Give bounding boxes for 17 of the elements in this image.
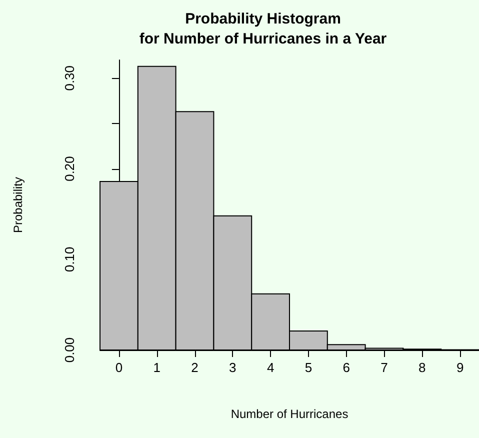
x-tick-label: 5 (304, 360, 312, 375)
x-tick-label: 8 (418, 360, 426, 375)
y-tick-label: 0.20 (62, 156, 77, 182)
x-tick-label: 3 (229, 360, 236, 375)
x-tick-label: 1 (153, 360, 160, 375)
chart-title: Probability Histogram for Number of Hurricanes in a Year (139, 10, 387, 48)
x-axis-title: Number of Hurricanes (230, 407, 348, 421)
y-tick-label: 0.10 (62, 246, 77, 272)
x-tick-label: 2 (191, 360, 198, 375)
x-tick-label: 0 (115, 360, 123, 375)
x-tick-label: 7 (380, 360, 388, 375)
y-axis-title: Probability (11, 176, 25, 234)
y-tick-label: 0.00 (62, 337, 77, 363)
x-tick-label: 6 (342, 360, 350, 375)
x-tick-label: 9 (456, 360, 464, 375)
y-tick-label: 0.30 (62, 65, 77, 91)
x-tick-label: 4 (266, 360, 274, 375)
